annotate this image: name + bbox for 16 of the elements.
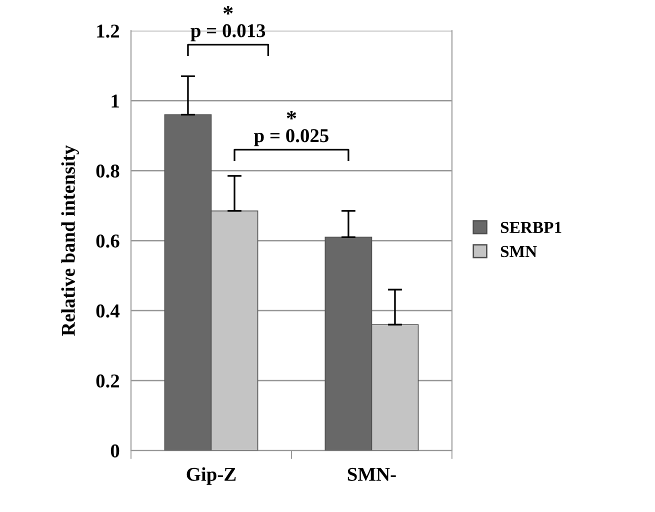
x-tick-label: SMN- (348, 468, 396, 481)
y-tick-label: 1.2 (97, 24, 120, 38)
y-tick-label: 0.6 (96, 234, 120, 248)
y-tick-label: 0.2 (96, 374, 120, 388)
legend-label: SMN (500, 246, 537, 258)
y-axis-title: Relative band intensity (61, 145, 79, 336)
y-tick-label: 0.8 (96, 164, 120, 178)
legend-label: SERBP1 (500, 222, 562, 234)
x-tick-label: Gip-Z (186, 467, 236, 485)
y-tick-label: 1 (112, 94, 119, 108)
annotation: p = 0.025 (254, 129, 328, 146)
y-tick-label: 0.4 (96, 304, 120, 318)
annotation: * (286, 111, 296, 120)
annotation: p = 0.013 (190, 24, 266, 42)
y-tick-label: 0 (110, 444, 120, 458)
text: * (223, 6, 233, 14)
